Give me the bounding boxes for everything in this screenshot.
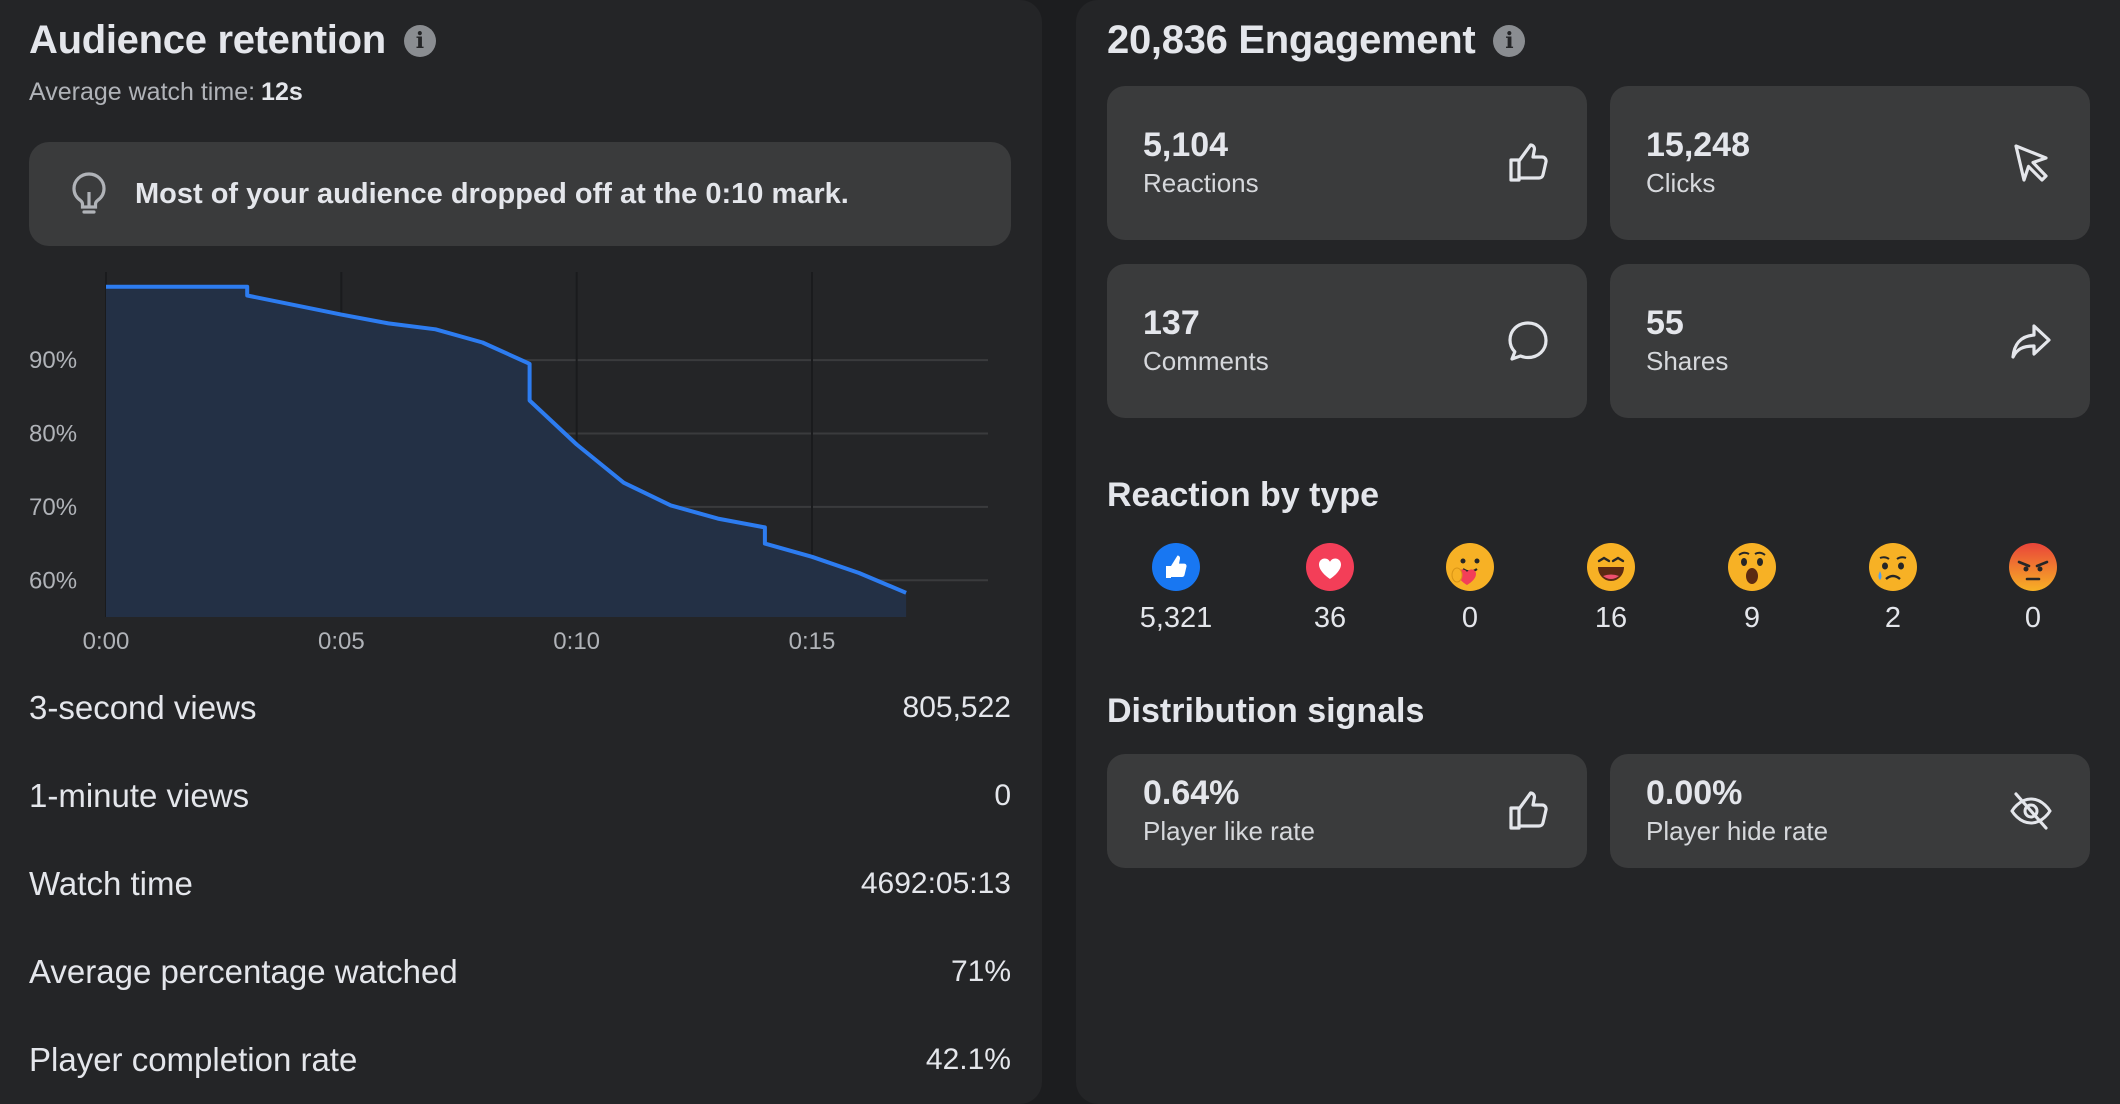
average-watch-time-value: 12s [261, 78, 303, 106]
cursor-icon [2014, 144, 2048, 182]
card-label: Shares [1646, 346, 1729, 376]
card-value: 5,104 [1143, 126, 1229, 164]
reaction-like: 5,321 [1126, 542, 1226, 635]
stat-value: 0 [994, 779, 1011, 812]
stat-row-watch-time: Watch time 4692:05:13 [29, 854, 1011, 914]
card-value: 137 [1143, 304, 1200, 342]
y-axis-ticks: 60% 70% 80% 90% [29, 347, 77, 594]
card-value: 0.00% [1646, 774, 1743, 812]
angry-reaction-icon [2009, 543, 2057, 591]
wow-reaction-icon [1728, 543, 1776, 591]
card-label: Comments [1143, 346, 1269, 376]
eye-slash-icon [2010, 792, 2052, 830]
retention-line [106, 284, 907, 595]
stat-value: 42.1% [925, 1043, 1011, 1076]
stat-row-completion-rate: Player completion rate 42.1% [29, 1030, 1011, 1090]
y-tick-label: 90% [29, 347, 77, 374]
retention-title: Audience retention [29, 18, 386, 62]
reaction-by-type-heading: Reaction by type [1107, 476, 1380, 514]
card-value: 15,248 [1646, 126, 1750, 164]
average-watch-time: Average watch time: 12s [29, 78, 303, 107]
reaction-count: 0 [1461, 602, 1479, 634]
reactions-card[interactable]: 5,104 Reactions [1107, 86, 1587, 240]
like-reaction-icon [1152, 543, 1200, 591]
sad-reaction-icon [1869, 543, 1917, 591]
stat-label: Player completion rate [29, 1041, 358, 1078]
card-value: 55 [1646, 304, 1684, 342]
y-tick-label: 80% [29, 420, 77, 447]
stat-label: 1-minute views [29, 777, 250, 814]
stat-label: Average percentage watched [29, 953, 458, 990]
thumbs-up-icon [1509, 143, 1548, 182]
comment-icon [1508, 321, 1548, 361]
love-reaction-icon [1306, 543, 1354, 591]
share-icon [2011, 324, 2051, 359]
card-label: Reactions [1143, 168, 1259, 198]
distribution-signals-heading: Distribution signals [1107, 692, 1425, 730]
retention-chart: 60% 70% 80% 90% 0:00 0:05 0:10 0:15 [29, 272, 988, 652]
reaction-angry: 0 [1983, 542, 2083, 635]
x-axis-ticks: 0:00 0:05 0:10 0:15 [83, 628, 836, 652]
stat-value: 71% [950, 955, 1011, 988]
reaction-count: 36 [1313, 602, 1347, 634]
player-hide-rate-card[interactable]: 0.00% Player hide rate [1610, 754, 2090, 868]
reaction-sad: 2 [1843, 542, 1943, 635]
audience-retention-panel: Audience retention i Average watch time:… [0, 0, 1042, 1104]
stat-row-average-percentage: Average percentage watched 71% [29, 942, 1011, 1002]
y-tick-label: 60% [29, 567, 77, 594]
comments-card[interactable]: 137 Comments [1107, 264, 1587, 418]
reaction-care: 0 [1420, 542, 1520, 635]
stat-value: 805,522 [902, 691, 1011, 724]
tip-text: Most of your audience dropped off at the… [135, 177, 849, 210]
x-tick-label: 0:15 [789, 628, 836, 652]
x-tick-label: 0:00 [83, 628, 130, 652]
engagement-title: 20,836 Engagement [1107, 18, 1476, 62]
stat-label: 3-second views [29, 689, 257, 726]
x-tick-label: 0:10 [553, 628, 600, 652]
lightbulb-icon [72, 172, 106, 214]
reaction-count: 0 [2024, 602, 2042, 634]
stat-label: Watch time [29, 865, 193, 902]
reaction-love: 36 [1280, 542, 1380, 635]
card-label: Player hide rate [1646, 816, 1829, 846]
stat-row-1-minute-views: 1-minute views 0 [29, 766, 1011, 826]
info-icon[interactable]: i [403, 24, 436, 57]
stat-row-3-second-views: 3-second views 805,522 [29, 678, 1011, 738]
stat-value: 4692:05:13 [860, 867, 1011, 900]
card-value: 0.64% [1143, 774, 1240, 812]
reaction-count: 16 [1594, 602, 1628, 634]
clicks-card[interactable]: 15,248 Clicks [1610, 86, 2090, 240]
reaction-wow: 9 [1702, 542, 1802, 635]
average-watch-time-label: Average watch time: [29, 78, 256, 106]
info-icon[interactable]: i [1493, 24, 1526, 57]
reaction-count: 9 [1743, 602, 1761, 634]
care-reaction-icon [1446, 543, 1494, 591]
card-label: Player like rate [1143, 816, 1315, 846]
reaction-haha: 16 [1561, 542, 1661, 635]
haha-reaction-icon [1587, 543, 1635, 591]
thumbs-up-icon [1509, 791, 1548, 830]
shares-card[interactable]: 55 Shares [1610, 264, 2090, 418]
y-tick-label: 70% [29, 494, 77, 521]
retention-tip: Most of your audience dropped off at the… [29, 142, 1011, 246]
card-label: Clicks [1646, 168, 1716, 198]
engagement-title-row: 20,836 Engagement i [1107, 18, 1526, 63]
reaction-count: 2 [1884, 602, 1902, 634]
player-like-rate-card[interactable]: 0.64% Player like rate [1107, 754, 1587, 868]
retention-title-row: Audience retention i [29, 18, 436, 63]
reaction-count: 5,321 [1139, 602, 1213, 634]
x-tick-label: 0:05 [318, 628, 365, 652]
retention-area [106, 286, 907, 617]
